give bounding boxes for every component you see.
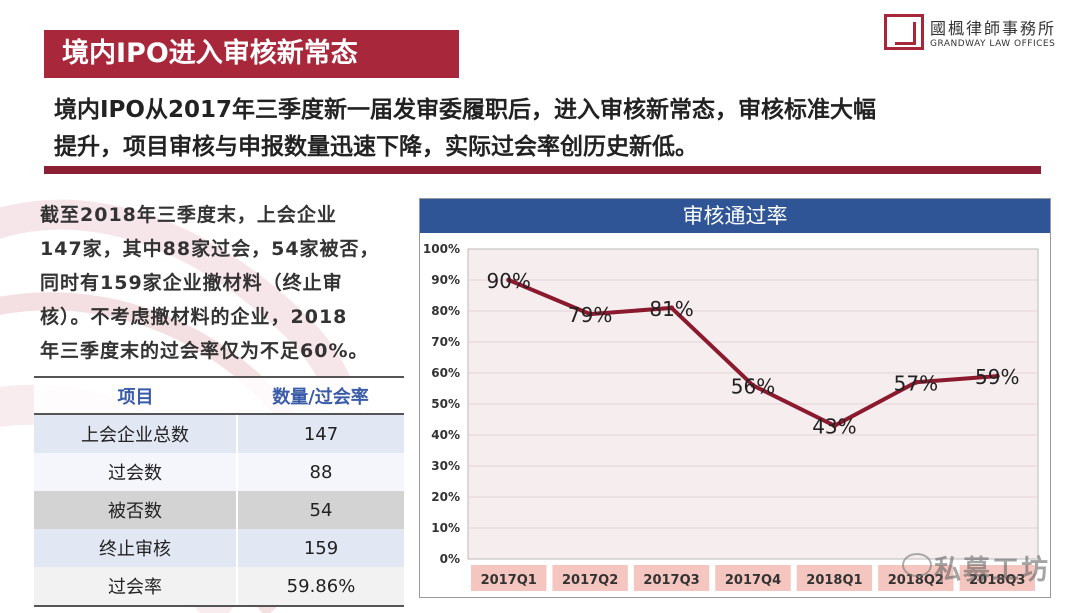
x-tick-label: 2017Q4 xyxy=(725,573,781,588)
x-tick-label: 2018Q2 xyxy=(888,573,944,588)
data-label: 57% xyxy=(894,371,938,395)
y-tick-label: 40% xyxy=(431,428,460,442)
table-header-row: 项目 数量/过会率 xyxy=(34,376,404,415)
x-tick-label: 2017Q3 xyxy=(643,573,699,588)
data-point xyxy=(750,382,756,388)
x-tick-box xyxy=(633,565,710,591)
y-tick-label: 20% xyxy=(431,490,460,504)
x-tick-label: 2017Q1 xyxy=(481,573,537,588)
table-row: 过会率 59.86% xyxy=(34,567,404,607)
table-cell-item: 过会率 xyxy=(34,567,238,607)
data-point xyxy=(506,277,512,283)
table-row: 被否数 54 xyxy=(34,491,404,529)
data-point xyxy=(669,305,675,311)
y-tick-label: 0% xyxy=(440,552,460,566)
logo-name-cn: 國楓律師事務所 xyxy=(930,19,1057,38)
y-tick-label: 90% xyxy=(431,273,460,287)
table-row: 终止审核 159 xyxy=(34,529,404,567)
column-header-item: 项目 xyxy=(34,376,237,415)
stats-table: 项目 数量/过会率 上会企业总数 147 过会数 88 被否数 54 终止审核 … xyxy=(34,376,404,607)
intro-text: 境内IPO从2017年三季度新一届发审委履职后，进入审核新常态，审核标准大幅 提… xyxy=(54,92,1044,166)
wechat-icon xyxy=(902,553,932,577)
table-cell-value: 59.86% xyxy=(237,567,404,607)
table-cell-value: 147 xyxy=(237,414,404,453)
y-tick-label: 10% xyxy=(431,521,460,535)
table-cell-value: 159 xyxy=(237,529,404,567)
table-cell-value: 54 xyxy=(237,491,404,529)
table-cell-item: 终止审核 xyxy=(34,529,238,567)
summary-line: 年三季度末的过会率仅为不足60%。 xyxy=(40,340,369,362)
y-tick-label: 100% xyxy=(423,242,460,256)
page-title: 境内IPO进入审核新常态 xyxy=(44,30,459,78)
table-cell-item: 过会数 xyxy=(34,453,238,491)
table-cell-value: 88 xyxy=(237,453,404,491)
data-point xyxy=(913,379,919,385)
watermark-text: 私募工坊 xyxy=(934,555,1050,586)
y-tick-label: 30% xyxy=(431,459,460,473)
summary-line: 截至2018年三季度末，上会企业 xyxy=(40,204,337,226)
x-tick-box xyxy=(471,565,547,591)
data-label: 43% xyxy=(812,415,856,439)
data-point xyxy=(831,423,837,429)
approval-rate-chart: 审核通过率 0% 10% 20% 30% 40% 50% 60% 70% 80% 90% 100% 2… xyxy=(419,198,1051,598)
x-tick-box xyxy=(959,565,1035,591)
x-tick-label: 2018Q3 xyxy=(969,573,1025,588)
column-header-value: 数量/过会率 xyxy=(237,376,404,415)
table-cell-item: 上会企业总数 xyxy=(34,414,238,453)
firm-logo: 國楓律師事務所 GRANDWAY LAW OFFICES xyxy=(884,14,1056,50)
x-tick-box xyxy=(715,565,791,591)
data-label: 90% xyxy=(486,269,530,293)
data-point xyxy=(587,311,593,317)
data-point xyxy=(994,373,1000,379)
table-row: 上会企业总数 147 xyxy=(34,414,404,453)
data-label: 81% xyxy=(649,297,693,321)
x-tick-label: 2017Q2 xyxy=(562,573,618,588)
data-label: 59% xyxy=(975,365,1019,389)
logo-mark-icon xyxy=(884,14,924,50)
intro-line-2: 提升，项目审核与申报数量迅速下降，实际过会率创历史新低。 xyxy=(54,134,698,160)
table-row: 过会数 88 xyxy=(34,453,404,491)
chart-plot: 0% 10% 20% 30% 40% 50% 60% 70% 80% 90% 100% 2017Q1 2… xyxy=(423,242,1039,591)
summary-line: 同时有159家企业撤材料（终止审 xyxy=(40,272,343,294)
summary-line: 核）。不考虑撤材料的企业，2018 xyxy=(40,306,348,328)
intro-line-1: 境内IPO从2017年三季度新一届发审委履职后，进入审核新常态，审核标准大幅 xyxy=(54,97,876,123)
data-label: 79% xyxy=(568,303,612,327)
chart-title: 审核通过率 xyxy=(420,199,1050,233)
y-tick-label: 70% xyxy=(431,335,460,349)
logo-name-en: GRANDWAY LAW OFFICES xyxy=(930,39,1056,49)
table-cell-item: 被否数 xyxy=(34,491,238,529)
y-tick-label: 50% xyxy=(431,397,460,411)
summary-line: 147家，其中88家过会，54家被否， xyxy=(40,238,380,260)
data-label: 56% xyxy=(731,374,775,398)
x-tick-box xyxy=(796,565,873,591)
x-tick-box xyxy=(552,565,628,591)
summary-text: 截至2018年三季度末，上会企业 147家，其中88家过会，54家被否， 同时有… xyxy=(40,198,415,368)
divider-rule xyxy=(44,166,1041,174)
y-tick-label: 80% xyxy=(431,304,460,318)
y-tick-label: 60% xyxy=(431,366,460,380)
x-tick-label: 2018Q1 xyxy=(806,573,862,588)
